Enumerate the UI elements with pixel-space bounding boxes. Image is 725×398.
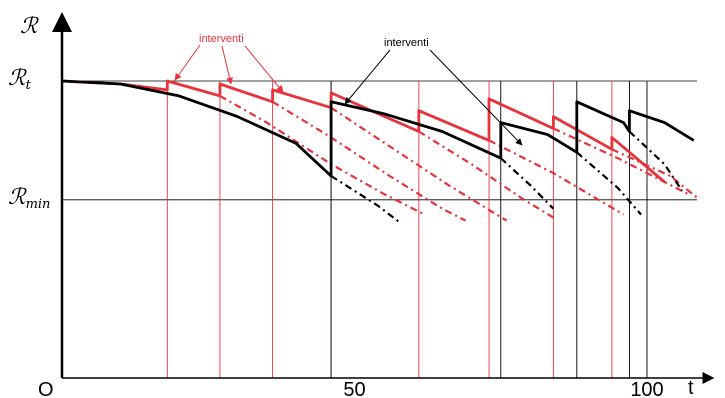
annotation-black: interventi	[344, 37, 523, 146]
series-red-solid-0	[61, 79, 666, 184]
annotation-red-text: interventi	[199, 33, 244, 45]
x-tick-labels: 50 100	[343, 379, 663, 398]
y-axis-label: ℛ	[20, 14, 39, 39]
y-level-label-rt: ℛt	[8, 66, 32, 93]
series-red-dashed-1	[219, 94, 426, 216]
level-lines	[62, 80, 697, 201]
x-tick-label-0: 50	[343, 379, 365, 398]
series-red-dashed-5	[488, 139, 625, 216]
y-level-labels: ℛt ℛmin	[8, 66, 50, 212]
series-red-dashed-3	[330, 106, 508, 222]
x-tick-label-1: 100	[630, 379, 663, 398]
series-group	[61, 79, 701, 225]
annotation-red-arrow-3	[244, 45, 284, 93]
origin-label: O	[38, 379, 54, 398]
annotation-red-arrow-2	[221, 45, 233, 85]
annotation-black-arrow-2	[429, 49, 523, 146]
x-axis-label: t	[688, 377, 694, 398]
annotation-red-arrow-1	[174, 44, 201, 81]
series-red-dashed-2	[272, 100, 467, 222]
annotation-black-arrow-1	[344, 49, 391, 105]
annotation-black-text: interventi	[384, 37, 429, 49]
y-level-label-rmin: ℛmin	[8, 185, 50, 212]
annotation-red: interventi	[174, 33, 284, 93]
series-black-dashed-10	[500, 157, 555, 210]
series-red-dashed-4	[418, 130, 554, 219]
series-red-dashed-6	[552, 127, 689, 195]
series-red-dashed-7	[611, 148, 701, 201]
series-black-dashed-11	[576, 151, 642, 216]
series-black-dashed-9	[330, 175, 402, 225]
series-black-solid-8	[61, 79, 695, 178]
series-black-dashed-12	[628, 130, 684, 192]
